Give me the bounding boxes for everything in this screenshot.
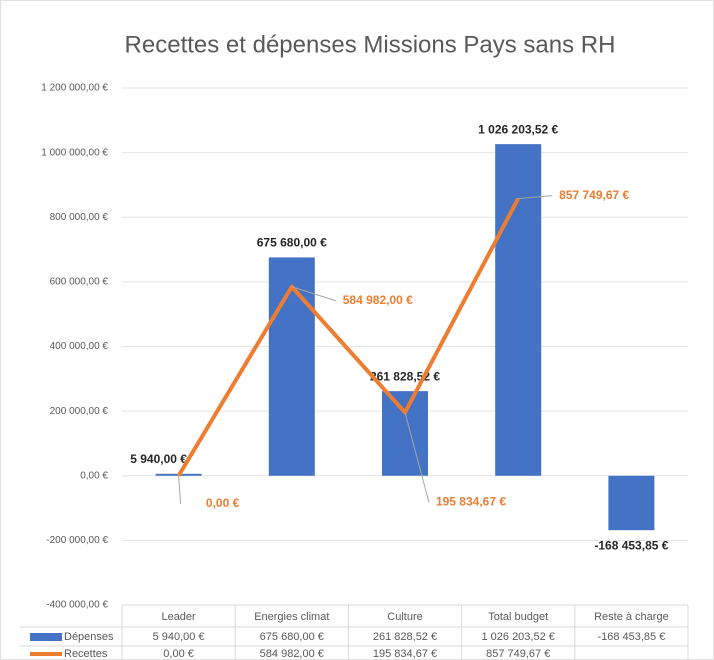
y-tick-label: 800 000,00 € (50, 212, 109, 223)
table-cell: 1 026 203,52 € (481, 631, 554, 643)
table-cell: 584 982,00 € (260, 648, 324, 660)
bar (608, 475, 655, 531)
table-cell: 5 940,00 € (153, 631, 205, 643)
y-tick-label: -400 000,00 € (46, 600, 108, 611)
bar-value-label: 675 680,00 € (257, 236, 327, 250)
x-tick-label: Total budget (488, 611, 548, 623)
bar (268, 257, 315, 476)
x-tick-label: Culture (387, 611, 422, 623)
bar (382, 391, 428, 476)
bar-value-label: -168 453,85 € (594, 538, 668, 552)
y-tick-label: 600 000,00 € (50, 277, 109, 288)
bar-value-label: 261 828,52 € (370, 369, 440, 383)
legend-swatch (30, 633, 62, 641)
bar-value-label: 1 026 203,52 € (478, 122, 558, 136)
bar-value-label: 5 940,00 € (130, 452, 187, 466)
table-cell: 857 749,67 € (486, 648, 550, 660)
table-cell: 195 834,67 € (373, 648, 437, 660)
y-tick-label: 400 000,00 € (50, 341, 109, 352)
chart-title: Recettes et dépenses Missions Pays sans … (125, 31, 616, 58)
line-value-label: 0,00 € (206, 496, 240, 510)
table-cell: 675 680,00 € (260, 631, 324, 643)
table-cell: -168 453,85 € (597, 631, 665, 643)
table-cell: 261 828,52 € (373, 631, 437, 643)
bar (495, 144, 542, 476)
y-tick-label: 200 000,00 € (50, 406, 109, 417)
line-value-label: 584 982,00 € (343, 293, 413, 307)
legend-label: Recettes (64, 648, 108, 660)
x-tick-label: Reste à charge (594, 611, 669, 623)
y-tick-label: 1 200 000,00 € (41, 83, 108, 94)
leader-line (178, 475, 182, 504)
y-tick-label: -200 000,00 € (46, 535, 108, 546)
leader-line (404, 412, 430, 503)
x-tick-label: Leader (161, 611, 196, 623)
y-tick-label: 1 000 000,00 € (41, 147, 108, 158)
y-tick-label: 0,00 € (80, 470, 108, 481)
line-value-label: 195 834,67 € (436, 495, 506, 509)
line-value-label: 857 749,67 € (559, 188, 629, 202)
line (176, 197, 520, 477)
x-tick-label: Energies climat (254, 611, 329, 623)
leader-line (291, 286, 336, 302)
legend-label: Dépenses (64, 631, 114, 643)
table-cell: 0,00 € (163, 648, 194, 660)
leader-line (518, 195, 553, 200)
